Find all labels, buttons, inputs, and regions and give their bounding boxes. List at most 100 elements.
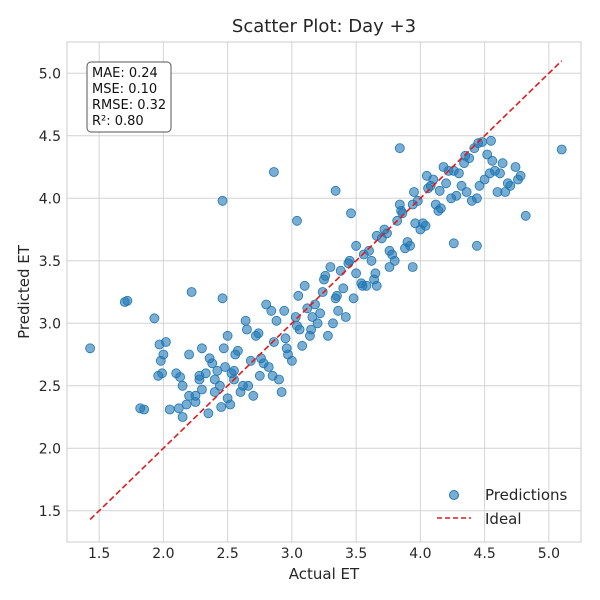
chart-title: Scatter Plot: Day +3 xyxy=(232,16,416,37)
data-point xyxy=(268,167,279,177)
data-point xyxy=(261,299,272,310)
data-point xyxy=(149,313,160,324)
data-point xyxy=(85,343,95,354)
data-point xyxy=(471,193,482,204)
data-point xyxy=(448,165,459,176)
x-tick-label: 4.0 xyxy=(409,546,431,562)
y-tick-label: 1.5 xyxy=(39,504,61,520)
data-point xyxy=(423,183,434,194)
data-point xyxy=(407,262,418,272)
data-point xyxy=(356,278,367,289)
data-point xyxy=(409,187,419,197)
data-point xyxy=(351,268,362,279)
data-point xyxy=(312,318,323,329)
y-gridlines xyxy=(67,72,581,512)
data-point xyxy=(229,365,239,376)
y-tick-label: 3.5 xyxy=(39,254,61,270)
data-point xyxy=(190,397,201,407)
data-point xyxy=(435,203,446,214)
data-point xyxy=(348,293,359,304)
data-point xyxy=(212,365,223,376)
data-point xyxy=(410,218,421,229)
data-point xyxy=(157,368,168,379)
data-point xyxy=(164,404,175,415)
y-tick-label: 2.0 xyxy=(39,441,61,457)
x-tick-label: 2.5 xyxy=(216,546,238,562)
data-point xyxy=(492,187,503,197)
data-point xyxy=(216,402,227,412)
data-point xyxy=(214,380,225,391)
y-axis-label: Predicted ET xyxy=(15,244,33,339)
data-point xyxy=(276,387,287,397)
data-point xyxy=(351,240,362,251)
data-point xyxy=(487,155,498,166)
ideal-line xyxy=(89,60,563,521)
data-point xyxy=(220,362,231,372)
data-point xyxy=(241,324,252,335)
data-point xyxy=(384,262,395,272)
data-point xyxy=(217,195,228,206)
data-point xyxy=(456,180,467,191)
data-point xyxy=(263,362,274,372)
data-point xyxy=(184,390,195,401)
legend-label-predictions: Predictions xyxy=(485,486,568,504)
data-point xyxy=(243,380,254,391)
data-point xyxy=(173,403,184,414)
data-point xyxy=(158,349,169,360)
data-point xyxy=(267,370,278,381)
data-point xyxy=(196,343,207,354)
data-point xyxy=(160,337,171,347)
prediction-points xyxy=(85,135,567,422)
x-tick-label: 4.5 xyxy=(473,546,495,562)
data-point xyxy=(256,353,266,364)
y-tick-label: 4.5 xyxy=(39,129,61,145)
data-point xyxy=(513,174,523,185)
data-point xyxy=(366,255,377,266)
stats-mse: MSE: 0.10 xyxy=(92,82,157,97)
data-point xyxy=(194,370,205,381)
data-point xyxy=(297,340,308,351)
data-point xyxy=(218,343,229,354)
stats-rmse: RMSE: 0.32 xyxy=(92,98,166,113)
data-point xyxy=(471,240,482,251)
data-point xyxy=(486,135,496,146)
data-point xyxy=(232,345,243,356)
data-point xyxy=(382,228,392,239)
data-point xyxy=(209,374,220,385)
data-point xyxy=(394,199,405,210)
data-point xyxy=(510,162,521,172)
data-point xyxy=(394,143,405,154)
y-tick-label: 3.0 xyxy=(39,316,61,332)
x-tick-label: 3.0 xyxy=(281,546,303,562)
data-point xyxy=(497,158,508,169)
data-point xyxy=(175,372,186,382)
data-point xyxy=(306,324,317,335)
data-point xyxy=(181,399,192,410)
data-point xyxy=(248,390,259,401)
data-point xyxy=(292,320,302,331)
legend: Predictions Ideal xyxy=(437,486,568,528)
data-point xyxy=(299,280,310,291)
data-point xyxy=(338,283,349,294)
data-point xyxy=(225,399,236,410)
data-point xyxy=(397,208,408,219)
data-point xyxy=(286,355,297,366)
data-point xyxy=(448,238,459,249)
data-point xyxy=(207,358,218,369)
data-point xyxy=(434,185,445,196)
data-point xyxy=(177,412,188,422)
x-tick-label: 1.5 xyxy=(88,546,110,562)
data-point xyxy=(384,245,395,256)
x-tick-label: 5.0 xyxy=(538,546,560,562)
data-point xyxy=(371,280,382,291)
data-point xyxy=(328,318,338,329)
data-point xyxy=(346,208,356,219)
data-point xyxy=(266,305,277,316)
data-point xyxy=(279,305,290,316)
stats-box: MAE: 0.24 MSE: 0.10 RMSE: 0.32 R²: 0.80 xyxy=(86,61,172,133)
data-point xyxy=(322,330,333,341)
data-point xyxy=(420,220,431,231)
data-point xyxy=(405,240,416,251)
data-point xyxy=(217,293,228,304)
